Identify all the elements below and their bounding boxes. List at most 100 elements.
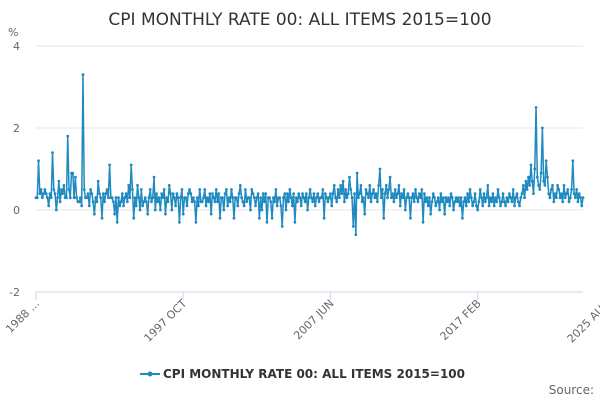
data-point [445,200,449,204]
data-point [480,196,483,200]
data-point [415,196,419,200]
data-point [273,200,276,204]
data-point [155,192,158,196]
data-point [103,200,106,204]
data-point [326,200,330,204]
data-point [353,192,356,196]
data-point [292,192,296,196]
data-point [80,204,84,208]
data-point [191,196,195,200]
data-point [332,184,336,187]
data-point [101,192,105,196]
data-point [439,192,443,196]
data-point [426,204,430,208]
data-point [310,196,313,200]
data-point [68,196,72,200]
data-point [247,196,251,200]
data-point [481,204,485,208]
data-point [260,208,264,212]
y-tick-label: 4 [13,40,20,53]
data-point [348,175,351,179]
data-point [417,192,421,196]
data-point [571,159,575,163]
x-tick-label: 1997 OCT [142,297,190,345]
data-point [458,204,462,208]
legend[interactable]: CPI MONTHLY RATE 00: ALL ITEMS 2015=100 [140,367,465,381]
data-point [42,192,46,196]
data-point [453,200,457,204]
data-point [213,200,217,204]
data-point [224,188,228,191]
data-point [388,175,392,179]
x-axis: 1988 ... 1997 OCT 2007 JUN 2017 FEB 2025 AUG [3,291,600,346]
data-point [469,196,473,200]
data-point [142,200,146,204]
data-point [131,188,134,191]
data-point [194,220,198,224]
data-point [77,200,81,204]
data-point [54,208,58,212]
data-point [440,200,444,204]
data-point [429,212,433,216]
data-point [150,200,153,204]
data-point [302,196,306,200]
data-point [156,200,160,204]
data-point [321,188,325,191]
data-point [297,192,301,196]
data-point [221,196,224,200]
data-point [447,196,450,200]
data-point [491,192,495,196]
data-point [165,196,169,200]
data-point [391,192,395,196]
data-point [471,204,474,208]
data-point [89,188,92,191]
data-point [47,204,51,208]
data-point [271,196,275,200]
data-point [367,196,370,200]
data-point [576,200,580,204]
data-point [251,192,255,196]
data-point [241,200,245,204]
data-point [381,188,384,191]
data-point [349,188,353,191]
data-point [346,192,350,196]
data-point [145,200,148,204]
data-point [245,200,249,204]
data-point [105,188,109,191]
data-point [100,216,104,220]
x-tick-label: 2025 AUG [565,297,600,346]
data-point [495,200,499,204]
data-point [539,171,543,175]
data-point [44,192,48,196]
data-point [303,200,307,204]
data-point [189,192,193,196]
data-point [316,192,320,196]
data-point [115,220,119,224]
data-point [443,212,447,216]
data-point [67,188,71,191]
data-point [509,196,513,200]
data-point [72,196,76,200]
data-point [293,220,297,224]
data-point [86,192,90,196]
data-point [171,192,175,196]
data-point [492,204,496,208]
data-point [164,212,167,216]
data-point [335,200,339,204]
data-point [284,208,288,212]
data-point [95,200,99,204]
data-point [141,204,145,208]
data-point [178,220,181,224]
data-point [66,134,70,138]
data-point [263,200,266,204]
data-point [329,192,332,196]
data-point [396,192,400,196]
data-point [162,188,166,191]
data-point [568,196,572,200]
data-point [461,216,464,220]
data-point [507,192,511,196]
data-point [535,175,539,179]
data-point [198,188,202,191]
data-point [552,200,556,204]
